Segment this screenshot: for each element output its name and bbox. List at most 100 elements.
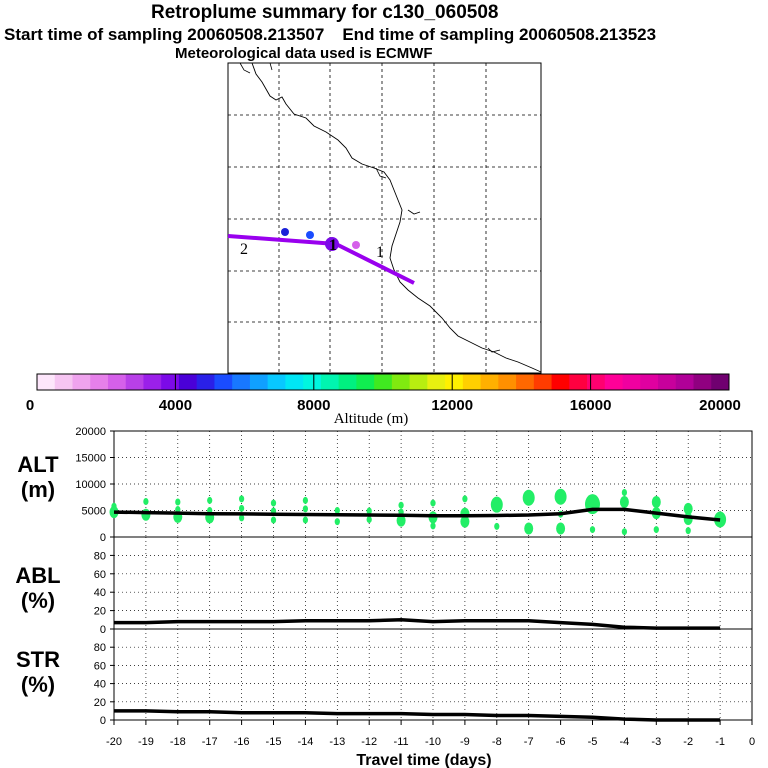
y-tick-label: 5000	[82, 506, 106, 518]
x-tick-label: -19	[138, 736, 154, 748]
colorbar-swatch	[90, 374, 109, 390]
y-tick-label: 20000	[75, 426, 106, 438]
colorbar-swatch	[178, 374, 198, 390]
plume-altitude-point	[685, 527, 691, 535]
plume-altitude-point	[207, 496, 213, 504]
x-tick-label: -10	[425, 736, 441, 748]
colorbar-swatch	[374, 374, 393, 390]
colorbar-swatch	[551, 374, 570, 390]
x-tick-label: -8	[492, 736, 502, 748]
plume-marker-dot	[306, 231, 314, 239]
plume-altitude-point	[653, 526, 659, 534]
map-frame	[227, 62, 542, 374]
y-tick-label: 20	[94, 606, 106, 618]
colorbar-swatch	[462, 374, 481, 390]
y-tick-label: 0	[100, 532, 106, 544]
plume-altitude-point	[430, 522, 436, 530]
plume-day-label: 2	[240, 241, 248, 258]
abl-fraction-line	[114, 618, 721, 630]
plume-altitude-point	[238, 504, 245, 512]
panel-label-abl: ABL	[15, 563, 60, 588]
plume-altitude-point	[621, 488, 628, 496]
x-tick-label: -15	[266, 736, 282, 748]
met-data-label: Meteorological data used is ECMWF	[175, 45, 433, 62]
colorbar-swatch	[54, 374, 73, 390]
plume-altitude-point	[175, 498, 181, 506]
colorbar-swatch	[303, 374, 322, 390]
x-tick-label: -11	[394, 736, 409, 748]
colorbar-swatch	[445, 374, 464, 390]
plume-altitude-point	[651, 496, 661, 509]
plume-marker-dot	[352, 241, 360, 249]
colorbar-swatch	[533, 374, 552, 390]
y-tick-label: 0	[100, 715, 106, 727]
colorbar-swatch	[587, 374, 606, 390]
y-tick-label: 40	[94, 587, 106, 599]
x-tick-label: -1	[715, 736, 725, 748]
plume-altitude-point	[589, 526, 596, 534]
plume-altitude-point	[334, 507, 340, 514]
colorbar-tick-label: 20000	[699, 397, 741, 414]
x-axis-label: Travel time (days)	[356, 752, 491, 768]
plume-altitude-point	[396, 514, 406, 527]
x-tick-label: -13	[329, 736, 345, 748]
colorbar-swatch	[569, 374, 588, 390]
plume-altitude-point	[490, 496, 503, 513]
y-tick-label: 15000	[75, 453, 106, 465]
panel-frame-str	[113, 628, 753, 721]
plume-day-label: 1	[329, 237, 337, 254]
colorbar-swatch	[72, 374, 91, 390]
x-tick-label: -12	[361, 736, 377, 748]
colorbar-swatch	[480, 374, 499, 390]
colorbar-swatch	[427, 374, 446, 390]
colorbar-tick-label: 8000	[297, 397, 330, 414]
str-fraction-line	[114, 709, 721, 722]
panel-frame-abl	[113, 536, 753, 630]
x-tick-label: -17	[202, 736, 218, 748]
colorbar-swatch	[498, 374, 517, 390]
plume-marker-dot-large	[325, 237, 339, 251]
x-tick-label: -16	[234, 736, 250, 748]
colorbar-tick-label: 4000	[159, 397, 192, 414]
panel-label-alt: ALT	[17, 452, 59, 477]
plume-altitude-point	[494, 522, 500, 530]
x-tick-label: -7	[524, 736, 534, 748]
plume-altitude-point	[141, 508, 151, 521]
plume-altitude-point	[619, 496, 629, 509]
map-gridlines	[228, 63, 541, 373]
panel-label-alt: (m)	[21, 477, 55, 502]
colorbar-swatch	[267, 374, 286, 390]
colorbar-swatch	[693, 374, 712, 390]
mean-altitude-line	[113, 507, 721, 522]
plume-altitude-point	[683, 502, 693, 515]
plume-day-label: 1	[376, 244, 384, 261]
plume-altitude-point	[175, 505, 181, 513]
y-tick-label: 10000	[75, 479, 106, 491]
plume-altitude-point	[270, 516, 277, 524]
plume-altitude-point	[111, 502, 117, 510]
chart-title: Retroplume summary for c130_060508	[151, 2, 499, 23]
panel-label-str: (%)	[21, 672, 55, 697]
x-tick-label: -4	[620, 736, 630, 748]
plume-altitude-point	[366, 516, 372, 524]
colorbar-frame	[36, 373, 730, 391]
colorbar-swatch	[516, 374, 535, 390]
panel-label-str: STR	[16, 647, 60, 672]
colorbar-swatch	[675, 374, 694, 390]
x-tick-label: 0	[749, 736, 755, 748]
plume-centroid-track-west	[227, 234, 337, 246]
y-tick-label: 20	[94, 697, 106, 709]
colorbar-swatch	[249, 374, 269, 390]
plume-altitude-point	[302, 516, 309, 524]
y-tick-label: 80	[94, 550, 106, 562]
colorbar-swatch	[356, 374, 375, 390]
panel-label-abl: (%)	[21, 588, 55, 613]
sampling-times: Start time of sampling 20060508.213507 En…	[4, 25, 656, 45]
plume-altitude-point	[238, 495, 245, 503]
x-tick-label: -3	[651, 736, 661, 748]
colorbar-swatch	[622, 374, 641, 390]
colorbar-tick-label: 0	[26, 397, 34, 414]
colorbar-swatch	[604, 374, 623, 390]
colorbar-swatch	[161, 374, 180, 390]
